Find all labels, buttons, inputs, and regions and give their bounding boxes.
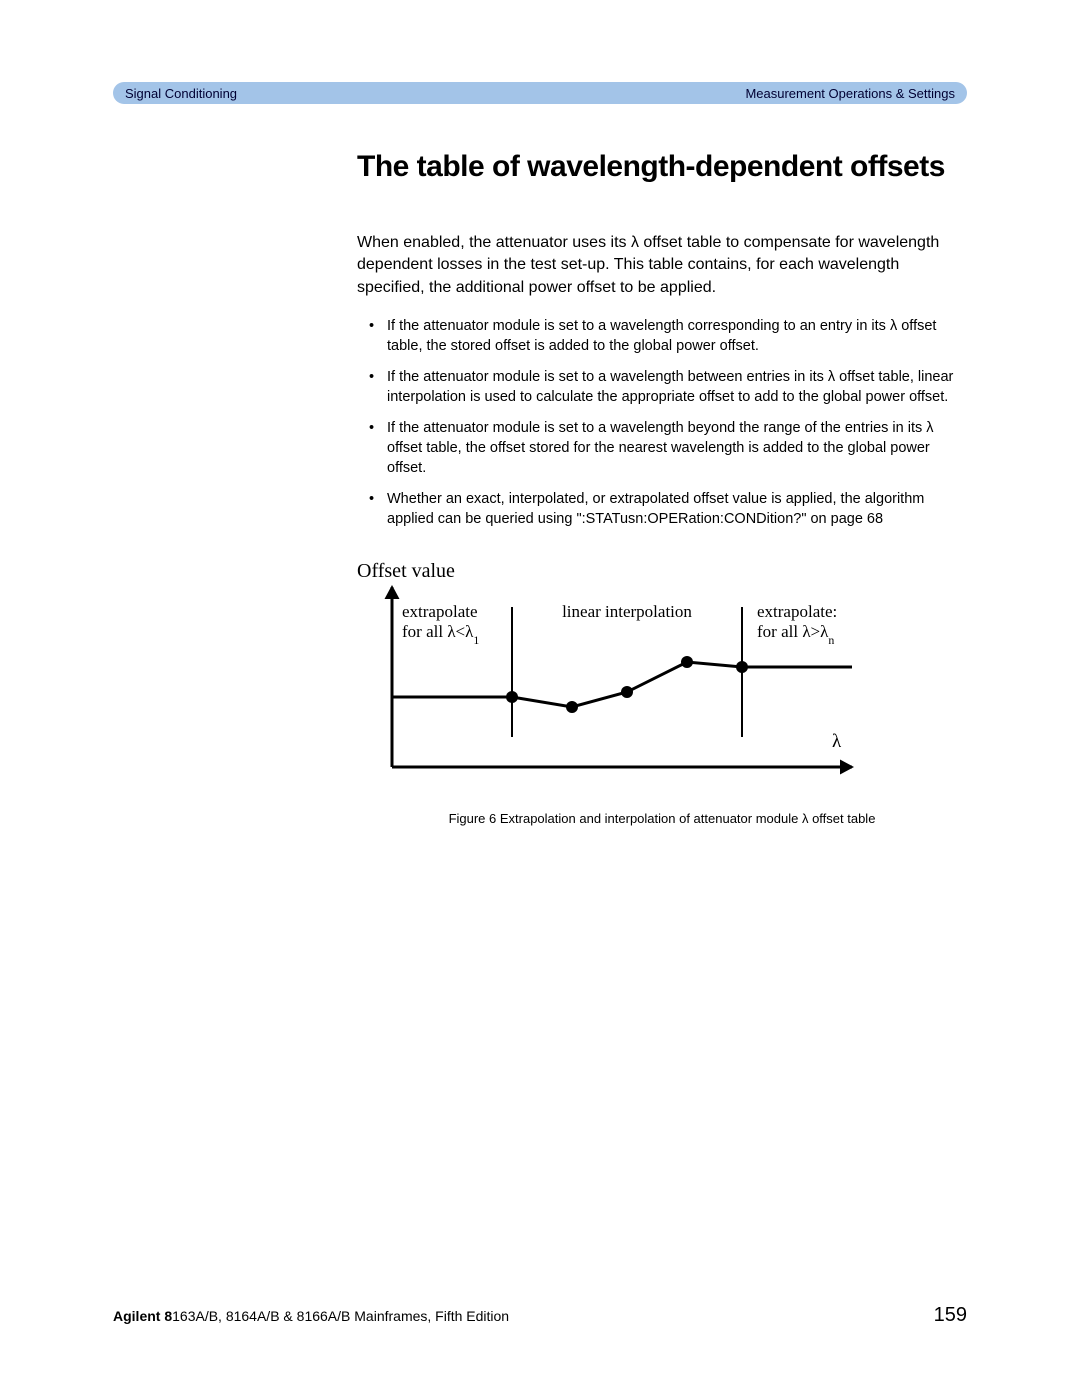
- footer: Agilent 8163A/B, 8164A/B & 8166A/B Mainf…: [113, 1304, 967, 1327]
- footer-rest: 163A/B, 8164A/B & 8166A/B Mainframes, Fi…: [172, 1308, 509, 1324]
- intro-paragraph: When enabled, the attenuator uses its λ …: [357, 232, 967, 299]
- content-area: The table of wavelength-dependent offset…: [357, 150, 967, 826]
- figure-caption: Figure 6 Extrapolation and interpolation…: [357, 811, 967, 826]
- svg-text:linear interpolation: linear interpolation: [562, 602, 692, 621]
- bullet-list: If the attenuator module is set to a wav…: [369, 317, 967, 529]
- svg-text:Offset value: Offset value: [357, 560, 455, 582]
- svg-text:λ: λ: [832, 731, 842, 752]
- footer-bold: Agilent 8: [113, 1308, 172, 1324]
- bullet-item: Whether an exact, interpolated, or extra…: [369, 490, 967, 529]
- bullet-item: If the attenuator module is set to a wav…: [369, 419, 967, 478]
- offset-chart: Offset value extrapolatefor all λ<λ1 linea…: [357, 557, 867, 797]
- page-number: 159: [934, 1304, 967, 1327]
- svg-text:extrapolate: extrapolate: [402, 602, 478, 621]
- bullet-item: If the attenuator module is set to a wav…: [369, 368, 967, 407]
- section-title: The table of wavelength-dependent offset…: [357, 150, 967, 184]
- header-bar: Signal Conditioning Measurement Operatio…: [113, 82, 967, 104]
- svg-text:for all λ>λn: for all λ>λn: [757, 622, 834, 647]
- bullet-item: If the attenuator module is set to a wav…: [369, 317, 967, 356]
- header-right: Measurement Operations & Settings: [745, 86, 955, 101]
- svg-text:for all λ<λ1: for all λ<λ1: [402, 622, 479, 647]
- footer-product: Agilent 8163A/B, 8164A/B & 8166A/B Mainf…: [113, 1308, 509, 1324]
- svg-text:extrapolate:: extrapolate:: [757, 602, 837, 621]
- figure: Offset value extrapolatefor all λ<λ1 linea…: [357, 557, 967, 826]
- header-left: Signal Conditioning: [125, 86, 237, 101]
